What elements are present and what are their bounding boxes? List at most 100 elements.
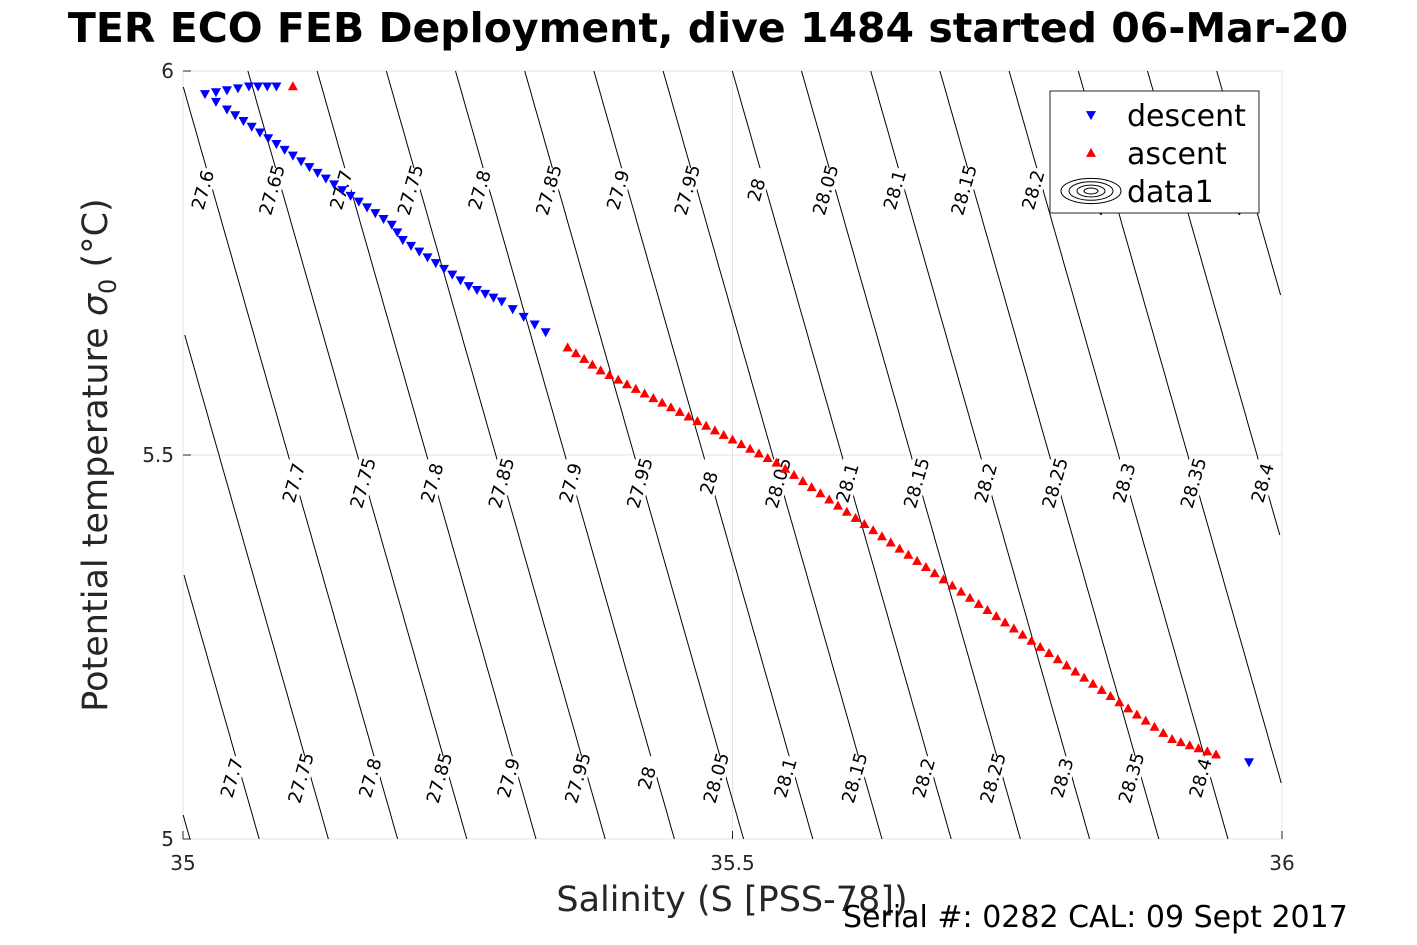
- descent-marker: [262, 82, 273, 92]
- descent-marker: [271, 82, 282, 92]
- descent-marker: [304, 163, 315, 173]
- x-tick-label: 35.5: [710, 851, 755, 875]
- y-tick-label: 6: [161, 59, 174, 83]
- ascent-marker: [885, 537, 896, 547]
- ascent-marker: [570, 348, 581, 358]
- ascent-marker: [1167, 734, 1178, 744]
- ascent-marker: [1211, 749, 1222, 759]
- descent-marker: [263, 134, 274, 144]
- descent-marker: [386, 220, 397, 230]
- ascent-marker: [1131, 709, 1142, 719]
- x-axis-label: Salinity (S [PSS-78]): [556, 880, 908, 920]
- descent-marker: [540, 328, 551, 338]
- isopycnal-contour-line: [316, 70, 537, 840]
- ascent-marker: [613, 374, 624, 384]
- legend-label: descent: [1127, 99, 1246, 134]
- ascent-marker: [657, 397, 668, 407]
- isopycnal-contour-line: [1008, 70, 1229, 840]
- descent-marker: [529, 320, 540, 330]
- ascent-marker: [579, 353, 590, 363]
- descent-marker: [337, 186, 348, 196]
- legend-entry-ascent: ascent: [1085, 137, 1227, 172]
- ascent-marker: [1184, 740, 1195, 750]
- y-tick-label: 5: [161, 827, 174, 851]
- descent-marker: [221, 86, 232, 96]
- legend-entry-descent: descent: [1085, 99, 1246, 134]
- legend-contour-icon: [1083, 187, 1099, 195]
- contour-label: 28.3: [1045, 753, 1078, 802]
- ascent-marker: [1096, 684, 1107, 694]
- ascent-marker: [912, 555, 923, 565]
- descent-marker: [518, 312, 529, 322]
- ascent-marker: [745, 443, 756, 453]
- ascent-marker: [1114, 697, 1125, 707]
- descent-marker: [447, 270, 458, 280]
- descent-marker: [246, 122, 257, 132]
- descent-marker: [488, 293, 499, 303]
- ascent-marker: [1026, 635, 1037, 645]
- descent-marker: [455, 276, 466, 286]
- ascent-marker: [780, 463, 791, 473]
- ascent-marker: [604, 370, 615, 380]
- descent-marker: [378, 214, 389, 224]
- serial-calibration-footer: Serial #: 0282 CAL: 09 Sept 2017: [843, 900, 1348, 935]
- ascent-marker: [1105, 691, 1116, 701]
- descent-marker: [320, 174, 331, 184]
- ascent-marker: [1193, 743, 1204, 753]
- isopycnal-contour-line: [939, 70, 1160, 840]
- descent-marker: [243, 82, 254, 92]
- isopycnal-contour-line: [524, 70, 745, 840]
- ascent-marker: [973, 598, 984, 608]
- ascent-marker: [587, 359, 598, 369]
- ascent-marker: [832, 500, 844, 510]
- ascent-marker: [797, 475, 808, 486]
- ascent-marker: [815, 488, 826, 498]
- ascent-marker: [621, 379, 633, 389]
- ascent-marker: [1158, 727, 1169, 737]
- ascent-marker: [1044, 648, 1055, 658]
- isopycnal-contour-line: [455, 70, 675, 840]
- ascent-marker: [683, 411, 694, 421]
- ascent-marker: [562, 342, 573, 352]
- descent-marker: [254, 128, 265, 138]
- ascent-marker: [1035, 641, 1046, 651]
- descent-marker: [430, 259, 441, 269]
- ascent-marker: [1008, 623, 1019, 633]
- ascent-marker: [938, 574, 949, 584]
- ascent-marker: [718, 429, 729, 439]
- descent-marker: [199, 90, 210, 100]
- ascent-marker: [894, 543, 905, 553]
- ascent-marker: [947, 580, 958, 590]
- isopycnal-contour-line: [662, 70, 883, 840]
- descent-marker: [507, 305, 518, 315]
- descent-marker: [287, 151, 298, 161]
- legend-marker-icon: [1085, 111, 1097, 121]
- ascent-marker: [1017, 629, 1028, 639]
- isopycnal-contour-line: [870, 70, 1091, 840]
- ascent-marker: [929, 568, 940, 578]
- ascent-marker: [701, 420, 712, 430]
- descent-marker: [392, 228, 403, 238]
- ascent-marker: [1140, 715, 1151, 725]
- y-axis-label: Potential temperature σ0 (°C): [76, 198, 122, 712]
- ascent-marker: [824, 494, 835, 504]
- y-tick-label: 5.5: [142, 443, 174, 467]
- ascent-marker: [648, 393, 659, 403]
- descent-marker: [238, 117, 249, 127]
- descent-marker: [345, 191, 356, 201]
- x-tick-label: 35: [170, 851, 195, 875]
- descent-marker: [312, 168, 323, 178]
- descent-marker: [463, 282, 474, 292]
- ascent-marker: [876, 531, 887, 541]
- ascent-marker: [982, 605, 993, 615]
- ascent-marker: [753, 448, 764, 458]
- ascent-marker: [665, 402, 676, 412]
- ascent-marker: [1175, 737, 1186, 747]
- descent-marker: [232, 84, 243, 94]
- ascent-marker: [736, 439, 747, 449]
- legend-contour-icon: [1068, 181, 1114, 201]
- descent-marker: [439, 264, 450, 274]
- x-tick-label: 36: [1269, 851, 1294, 875]
- descent-marker: [422, 253, 433, 263]
